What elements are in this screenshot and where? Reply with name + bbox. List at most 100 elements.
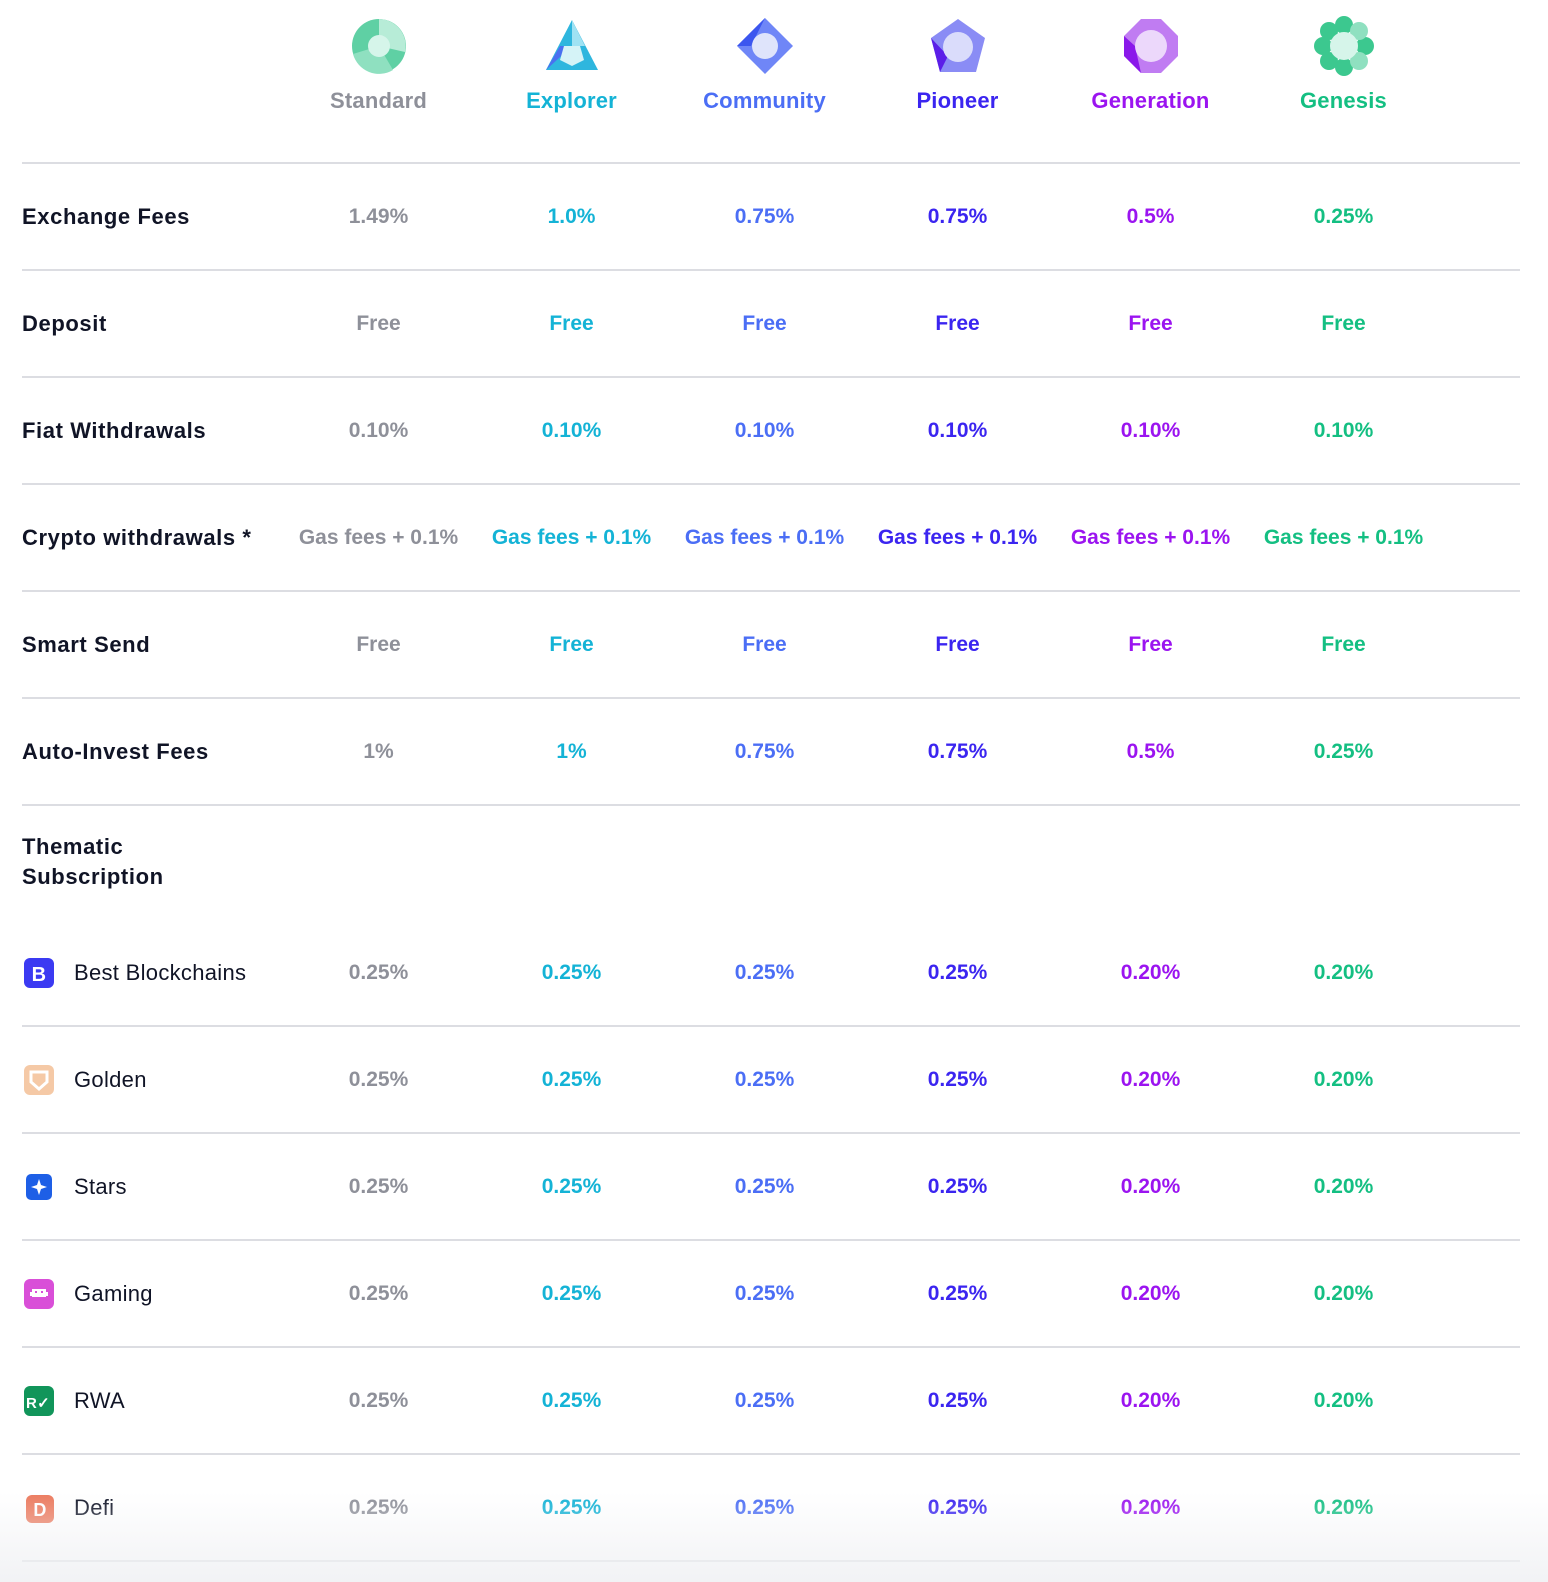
tier-name: Explorer bbox=[526, 88, 617, 113]
value-pioneer: 0.10% bbox=[927, 418, 988, 442]
value-standard: 0.25% bbox=[348, 1281, 409, 1305]
explorer-gem-icon bbox=[545, 20, 598, 70]
value-genesis: 0.20% bbox=[1313, 960, 1374, 984]
row-label: Smart Send bbox=[22, 631, 151, 657]
best-blockchains-icon: B bbox=[22, 956, 56, 990]
fee-comparison-table: Standard Explorer Community Pioneer Gene… bbox=[22, 0, 1520, 1562]
value-genesis: Gas fees + 0.1% bbox=[1263, 525, 1424, 549]
tier-header-row: Standard Explorer Community Pioneer Gene… bbox=[22, 0, 1520, 164]
value-standard: 0.25% bbox=[348, 960, 409, 984]
value-genesis: Free bbox=[1321, 632, 1366, 656]
value-generation: 0.10% bbox=[1120, 418, 1181, 442]
value-community: 0.25% bbox=[734, 1174, 795, 1198]
defi-icon: D bbox=[22, 1491, 56, 1525]
tier-name: Pioneer bbox=[916, 88, 999, 113]
value-explorer: 0.25% bbox=[541, 1388, 602, 1412]
value-community: 0.25% bbox=[734, 1281, 795, 1305]
row-deposit: Deposit Free Free Free Free Free Free bbox=[22, 271, 1520, 378]
value-generation: Free bbox=[1128, 311, 1173, 335]
row-label: Auto-Invest Fees bbox=[22, 738, 209, 764]
value-genesis: Free bbox=[1321, 311, 1366, 335]
value-explorer: 0.25% bbox=[541, 960, 602, 984]
value-standard: 0.25% bbox=[348, 1388, 409, 1412]
value-standard: 1% bbox=[363, 739, 394, 763]
thematic-row-gaming: Gaming 0.25% 0.25% 0.25% 0.25% 0.20% 0.20% bbox=[22, 1241, 1520, 1348]
value-community: 0.25% bbox=[734, 1067, 795, 1091]
value-generation: Free bbox=[1128, 632, 1173, 656]
value-standard: Gas fees + 0.1% bbox=[298, 525, 459, 549]
value-explorer: 1% bbox=[556, 739, 587, 763]
svg-text:B: B bbox=[32, 964, 47, 986]
value-standard: Free bbox=[356, 632, 401, 656]
value-genesis: 0.20% bbox=[1313, 1281, 1374, 1305]
value-pioneer: 0.25% bbox=[927, 1281, 988, 1305]
stars-icon bbox=[22, 1170, 56, 1204]
value-generation: 0.20% bbox=[1120, 1174, 1181, 1198]
value-community: Gas fees + 0.1% bbox=[684, 525, 845, 549]
thematic-row-stars: Stars 0.25% 0.25% 0.25% 0.25% 0.20% 0.20% bbox=[22, 1134, 1520, 1241]
row-label: Exchange Fees bbox=[22, 203, 190, 229]
standard-gem-icon bbox=[351, 19, 406, 74]
row-exchange-fees: Exchange Fees 1.49% 1.0% 0.75% 0.75% 0.5% 0.25… bbox=[22, 164, 1520, 271]
value-explorer: 0.25% bbox=[541, 1495, 602, 1519]
value-standard: 0.25% bbox=[348, 1495, 409, 1519]
value-generation: 0.20% bbox=[1120, 1067, 1181, 1091]
tier-name: Generation bbox=[1091, 88, 1210, 113]
value-pioneer: Free bbox=[935, 632, 980, 656]
value-community: Free bbox=[742, 632, 787, 656]
value-explorer: 0.25% bbox=[541, 1281, 602, 1305]
thematic-row-rwa: R✓ RWA 0.25% 0.25% 0.25% 0.25% 0.20% 0.20% bbox=[22, 1348, 1520, 1455]
golden-icon bbox=[22, 1063, 56, 1097]
value-standard: 1.49% bbox=[348, 204, 409, 228]
row-label: Crypto withdrawals * bbox=[22, 524, 252, 550]
value-pioneer: 0.75% bbox=[927, 204, 988, 228]
thematic-label: D Defi bbox=[22, 1491, 282, 1525]
value-community: 0.25% bbox=[734, 1388, 795, 1412]
tier-community: Community bbox=[668, 0, 861, 162]
thematic-name: Best Blockchains bbox=[74, 959, 247, 985]
thematic-label: R✓ RWA bbox=[22, 1384, 282, 1418]
value-community: 0.25% bbox=[734, 1495, 795, 1519]
tier-name: Standard bbox=[330, 88, 427, 113]
thematic-name: Gaming bbox=[74, 1280, 153, 1306]
value-explorer: 1.0% bbox=[547, 204, 596, 228]
thematic-name: RWA bbox=[74, 1387, 126, 1413]
value-standard: 0.25% bbox=[348, 1174, 409, 1198]
value-pioneer: 0.25% bbox=[927, 1495, 988, 1519]
value-genesis: 0.20% bbox=[1313, 1388, 1374, 1412]
value-community: Free bbox=[742, 311, 787, 335]
value-generation: 0.5% bbox=[1126, 204, 1175, 228]
value-explorer: 0.25% bbox=[541, 1174, 602, 1198]
thematic-label: Golden bbox=[22, 1063, 282, 1097]
thematic-label: Stars bbox=[22, 1170, 282, 1204]
thematic-subscription-heading-row: Thematic Subscription bbox=[22, 806, 1520, 920]
row-smart-send: Smart Send Free Free Free Free Free Free bbox=[22, 592, 1520, 699]
value-explorer: 0.25% bbox=[541, 1067, 602, 1091]
value-genesis: 0.20% bbox=[1313, 1067, 1374, 1091]
value-community: 0.10% bbox=[734, 418, 795, 442]
thematic-label: Gaming bbox=[22, 1277, 282, 1311]
thematic-row-best-blockchains: B Best Blockchains 0.25% 0.25% 0.25% 0.25% 0.2… bbox=[22, 920, 1520, 1027]
row-fiat-withdrawals: Fiat Withdrawals 0.10% 0.10% 0.10% 0.10% 0.10… bbox=[22, 378, 1520, 485]
value-generation: 0.5% bbox=[1126, 739, 1175, 763]
tier-generation: Generation bbox=[1054, 0, 1247, 162]
value-genesis: 0.20% bbox=[1313, 1495, 1374, 1519]
community-gem-icon bbox=[736, 18, 793, 74]
value-explorer: Gas fees + 0.1% bbox=[491, 525, 652, 549]
thematic-subscription-title: Thematic Subscription bbox=[22, 834, 164, 889]
value-generation: 0.20% bbox=[1120, 1388, 1181, 1412]
tier-name: Genesis bbox=[1299, 88, 1387, 113]
thematic-name: Defi bbox=[74, 1494, 115, 1520]
value-genesis: 0.25% bbox=[1313, 739, 1374, 763]
value-pioneer: Gas fees + 0.1% bbox=[877, 525, 1038, 549]
value-pioneer: 0.25% bbox=[927, 1067, 988, 1091]
thematic-row-defi: D Defi 0.25% 0.25% 0.25% 0.25% 0.20% 0.20% bbox=[22, 1455, 1520, 1562]
value-community: 0.25% bbox=[734, 960, 795, 984]
value-generation: 0.20% bbox=[1120, 960, 1181, 984]
value-explorer: Free bbox=[549, 632, 594, 656]
value-standard: 0.10% bbox=[348, 418, 409, 442]
header-spacer bbox=[22, 0, 282, 162]
tier-name: Community bbox=[703, 88, 826, 113]
value-standard: Free bbox=[356, 311, 401, 335]
value-generation: 0.20% bbox=[1120, 1495, 1181, 1519]
